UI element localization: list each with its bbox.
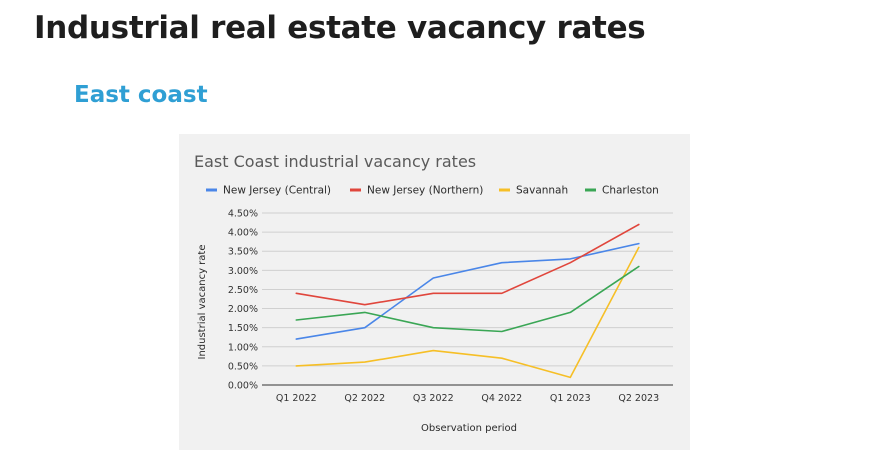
y-tick-label: 4.50%: [228, 209, 258, 220]
y-axis-ticks: 0.00% 0.50% 1.00% 1.50% 2.00% 2.50% 3.00% 3.50%…: [228, 209, 258, 392]
legend-label: New Jersey (Central): [223, 185, 331, 197]
y-tick-label: 3.00%: [228, 266, 258, 277]
x-tick-label: Q4 2022: [481, 393, 522, 404]
chart-panel: East Coast industrial vacancy rates New …: [179, 134, 690, 450]
legend-label: New Jersey (Northern): [367, 185, 483, 197]
page-title: Industrial real estate vacancy rates: [34, 10, 646, 46]
series-line-new-jersey-central: [295, 242, 640, 340]
legend-item-new-jersey-northern: New Jersey (Northern): [350, 185, 483, 197]
x-axis-ticks: Q1 2022 Q2 2022 Q3 2022 Q4 2022 Q1 2023 Q2 20…: [276, 393, 659, 404]
y-tick-label: 1.50%: [228, 323, 258, 334]
x-tick-label: Q2 2023: [618, 393, 659, 404]
legend-label: Savannah: [516, 185, 568, 197]
y-tick-label: 3.50%: [228, 247, 258, 258]
series-line-savannah: [295, 246, 640, 379]
y-tick-label: 1.00%: [228, 342, 258, 353]
series-line-charleston: [295, 265, 640, 333]
x-tick-label: Q1 2022: [276, 393, 317, 404]
y-axis-title: Industrial vacancy rate: [197, 245, 208, 360]
y-tick-label: 2.00%: [228, 304, 258, 315]
chart-series: [295, 223, 640, 379]
chart-gridlines: [262, 212, 673, 367]
legend-label: Charleston: [602, 185, 659, 197]
x-tick-label: Q1 2023: [550, 393, 591, 404]
chart-legend: New Jersey (Central) New Jersey (Northern…: [206, 185, 659, 197]
section-title: East coast: [74, 82, 208, 108]
x-axis-title: Observation period: [421, 423, 517, 434]
legend-item-new-jersey-central: New Jersey (Central): [206, 185, 331, 197]
vacancy-line-chart: East Coast industrial vacancy rates New …: [194, 152, 673, 434]
y-tick-label: 0.00%: [228, 381, 258, 392]
legend-item-charleston: Charleston: [585, 185, 659, 197]
legend-item-savannah: Savannah: [499, 185, 568, 197]
y-tick-label: 0.50%: [228, 361, 258, 372]
y-tick-label: 2.50%: [228, 285, 258, 296]
x-tick-label: Q2 2022: [344, 393, 385, 404]
chart-title: East Coast industrial vacancy rates: [194, 152, 476, 171]
y-tick-label: 4.00%: [228, 228, 258, 239]
x-tick-label: Q3 2022: [413, 393, 454, 404]
series-line-new-jersey-northern: [295, 223, 640, 306]
